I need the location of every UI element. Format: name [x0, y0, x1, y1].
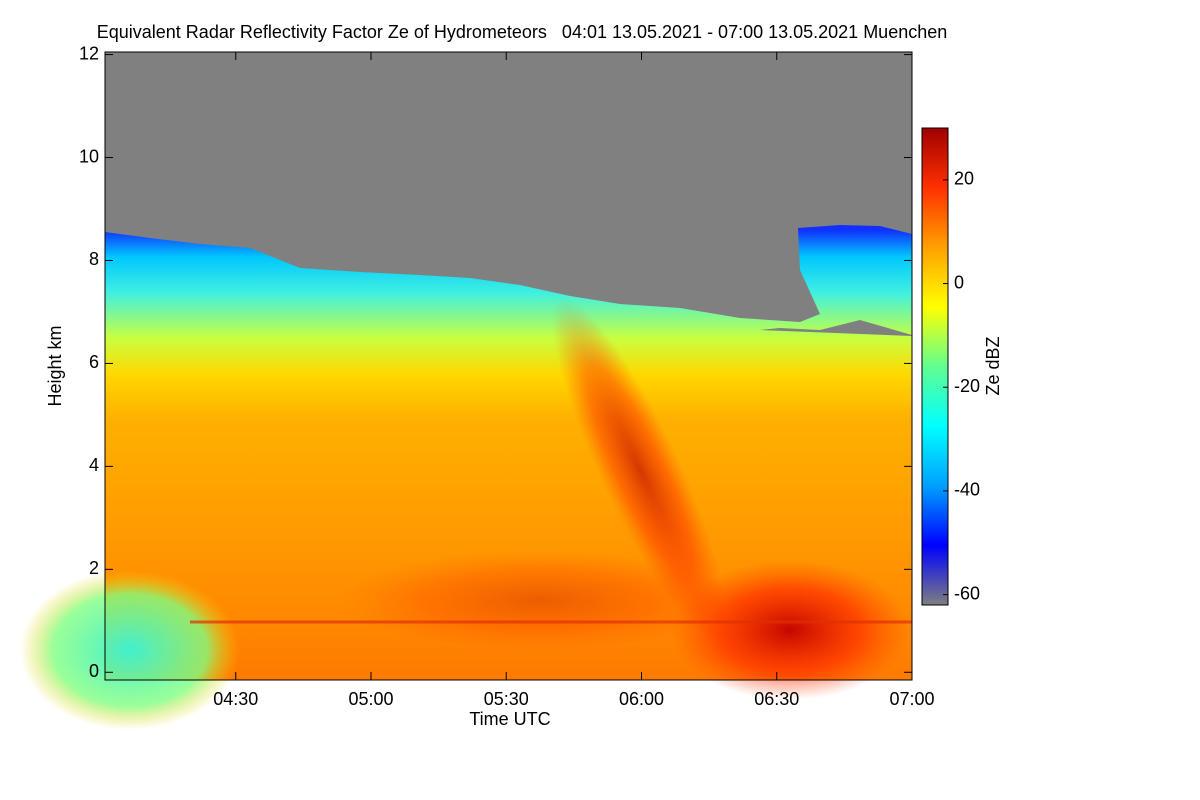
- y-tick-label: 12: [79, 43, 99, 63]
- x-tick-label: 07:00: [889, 689, 934, 709]
- y-tick-label: 10: [79, 146, 99, 166]
- colorbar-tick-label: -60: [954, 583, 980, 603]
- x-tick-label: 06:30: [754, 689, 799, 709]
- y-tick-label: 0: [89, 661, 99, 681]
- y-tick-label: 2: [89, 558, 99, 578]
- colorbar-tick-label: -40: [954, 480, 980, 500]
- reflectivity-core: [340, 550, 740, 650]
- y-tick-label: 8: [89, 249, 99, 269]
- x-tick-label: 05:30: [484, 689, 529, 709]
- x-tick-label: 05:00: [348, 689, 393, 709]
- x-axis-label: Time UTC: [469, 709, 550, 729]
- colorbar-label: Ze dBZ: [983, 336, 1003, 395]
- low-reflectivity-patch: [20, 570, 240, 730]
- colorbar: [921, 127, 949, 606]
- colorbar-tick-label: 0: [954, 272, 964, 292]
- y-tick-label: 6: [89, 352, 99, 372]
- colorbar-tick-label: 20: [954, 169, 974, 189]
- colorbar-tick-label: -20: [954, 376, 980, 396]
- chart-title: Equivalent Radar Reflectivity Factor Ze …: [97, 22, 948, 42]
- y-tick-label: 4: [89, 455, 99, 475]
- plot-frame: [104, 51, 913, 681]
- x-tick-label: 06:00: [619, 689, 664, 709]
- reflectivity-core: [551, 296, 729, 644]
- y-axis-label: Height km: [45, 325, 65, 406]
- radar-field: [20, 52, 912, 730]
- x-tick-label: 04:30: [213, 689, 258, 709]
